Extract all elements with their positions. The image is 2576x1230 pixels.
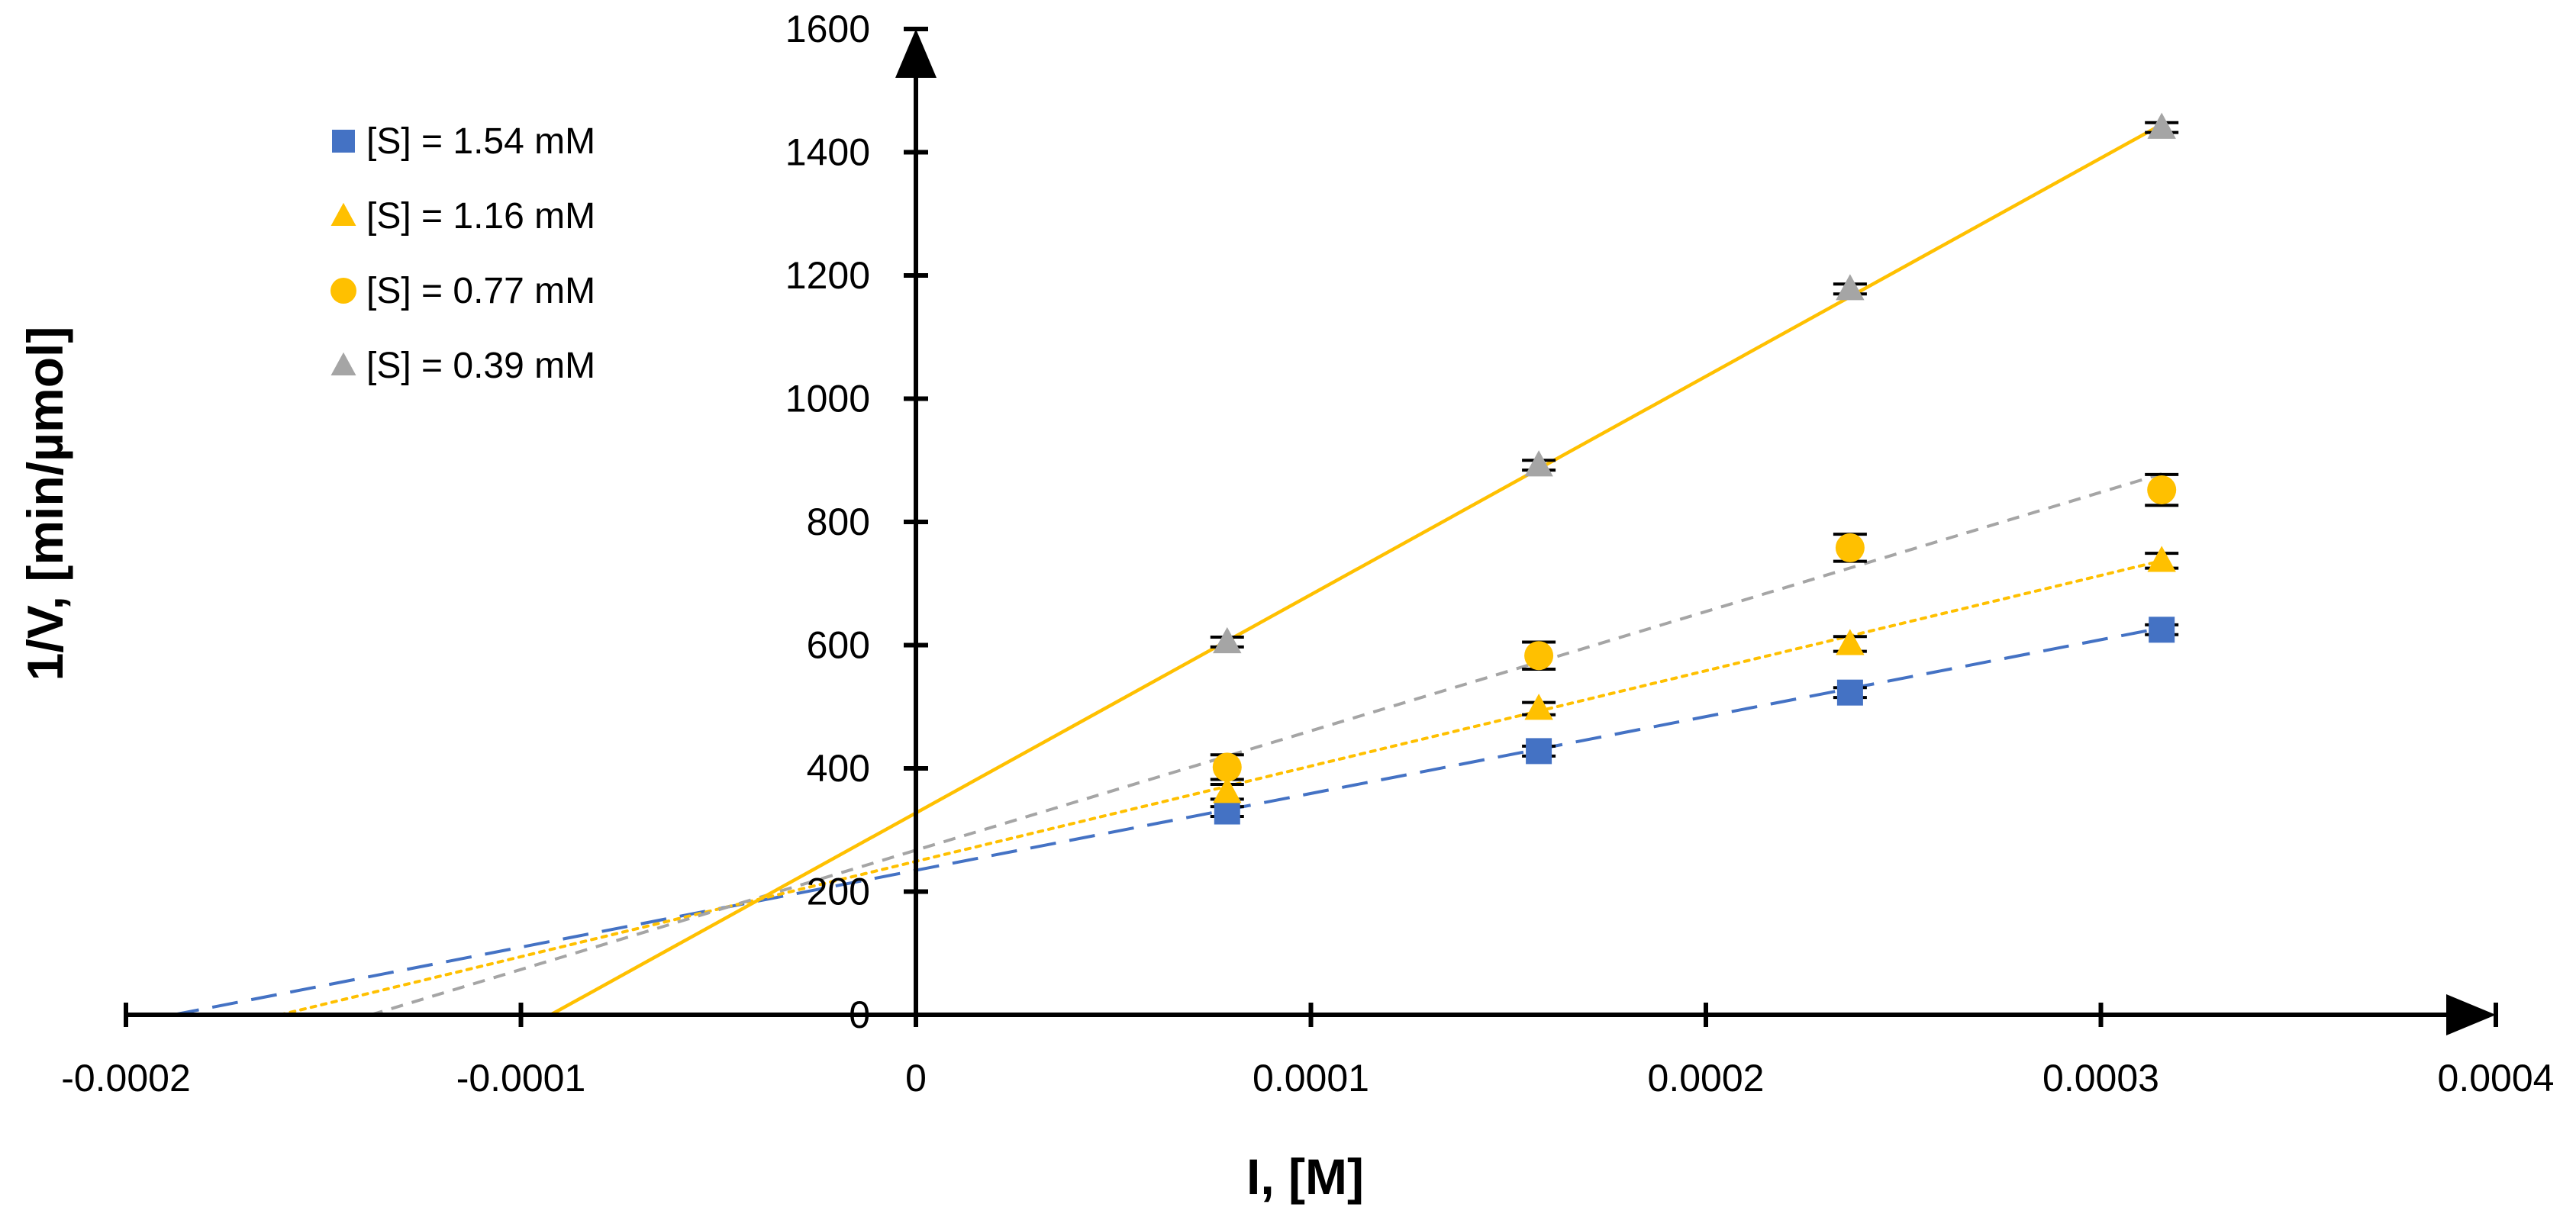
y-axis-arrow-icon (895, 29, 937, 78)
data-point-triangle (1836, 629, 1865, 655)
error-bars (1210, 121, 2179, 818)
legend-item: [S] = 1.54 mM (332, 121, 595, 162)
x-tick-label: 0.0003 (2042, 1057, 2159, 1100)
y-axis-title: 1/V, [min/µmol] (17, 327, 73, 681)
data-point-triangle (1213, 626, 1242, 654)
data-point-triangle (2147, 546, 2176, 572)
x-axis-title: I, [M] (1246, 1148, 1364, 1205)
data-point-triangle (1836, 274, 1865, 301)
data-point-triangle (1524, 694, 1553, 720)
data-point-triangle (330, 202, 356, 226)
data-point-circle (1524, 641, 1554, 671)
x-tick-label: 0.0004 (2438, 1057, 2555, 1100)
legend-label: [S] = 1.54 mM (366, 121, 595, 162)
legend-marker-triangle-icon (330, 352, 356, 375)
fit-line (550, 123, 2163, 1016)
data-point-circle (1212, 752, 1242, 782)
data-point-square (2149, 617, 2175, 643)
y-tick-label: 1000 (785, 378, 870, 420)
axes (124, 27, 2498, 1035)
fit-line (278, 559, 2164, 1016)
x-tick-label: 0.0002 (1648, 1057, 1765, 1100)
legend-item: [S] = 0.77 mM (330, 271, 595, 311)
y-tick-label: 0 (849, 993, 870, 1036)
data-point-circle (2147, 475, 2177, 505)
x-tick-label: 0.0001 (1253, 1057, 1369, 1100)
data-point-triangle (2147, 112, 2176, 139)
y-tick-label: 800 (807, 501, 870, 543)
legend-item: [S] = 1.16 mM (330, 196, 595, 237)
legend: [S] = 1.54 mM [S] = 1.16 mM [S] = 0.77 m… (330, 121, 595, 386)
y-tick-label: 1400 (785, 131, 870, 174)
y-tick-label: 1200 (785, 254, 870, 297)
legend-item: [S] = 0.39 mM (330, 346, 595, 386)
x-axis-arrow-icon (2446, 994, 2496, 1035)
x-tick-label: 0 (905, 1057, 927, 1100)
tick-labels: -0.0002 -0.0001 0 0.0001 0.0002 0.0003 0.0004 0… (61, 8, 2554, 1100)
legend-label: [S] = 1.16 mM (366, 196, 595, 237)
markers (1212, 112, 2177, 825)
y-tick-label: 600 (807, 624, 870, 667)
y-tick-label: 1600 (785, 8, 870, 50)
legend-label: [S] = 0.39 mM (366, 346, 595, 386)
y-tick-label: 400 (807, 747, 870, 790)
data-point-circle (1835, 533, 1865, 562)
x-tick-label: -0.0001 (456, 1057, 586, 1100)
data-point-circle (330, 278, 356, 304)
legend-marker-triangle-icon (330, 202, 356, 226)
data-point-triangle (1524, 450, 1553, 477)
fit-line (172, 626, 2162, 1016)
fit-lines (172, 123, 2164, 1016)
data-point-square (1526, 738, 1552, 765)
data-point-square (1836, 679, 1863, 706)
data-point-square (332, 130, 355, 153)
x-tick-label: -0.0002 (61, 1057, 191, 1100)
legend-marker-square-icon (332, 130, 355, 153)
data-point-triangle (330, 352, 356, 375)
legend-marker-circle-icon (330, 278, 356, 304)
y-tick-label: 200 (807, 871, 870, 913)
legend-label: [S] = 0.77 mM (366, 271, 595, 311)
fit-line (370, 472, 2162, 1016)
data-point-triangle (1213, 777, 1242, 803)
